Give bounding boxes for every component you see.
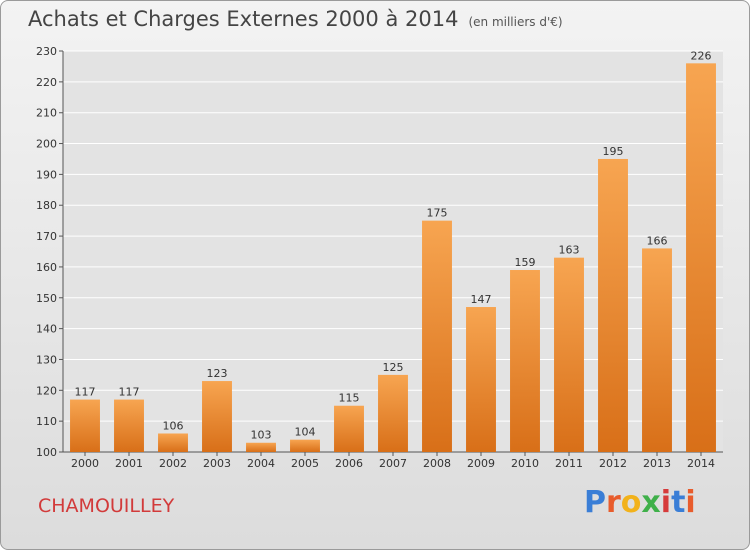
bar (642, 248, 672, 452)
data-label: 123 (207, 367, 228, 380)
y-tick-label: 190 (36, 168, 57, 181)
x-tick-label: 2000 (71, 457, 99, 470)
x-tick-label: 2009 (467, 457, 495, 470)
y-tick-label: 220 (36, 76, 57, 89)
data-label: 147 (471, 293, 492, 306)
y-tick-label: 210 (36, 107, 57, 120)
y-tick-label: 160 (36, 261, 57, 274)
x-tick-label: 2013 (643, 457, 671, 470)
x-tick-label: 2010 (511, 457, 539, 470)
x-tick-label: 2008 (423, 457, 451, 470)
data-label: 226 (691, 49, 712, 62)
chart-title-text: Achats et Charges Externes 2000 à 2014 (28, 7, 459, 31)
x-tick-label: 2006 (335, 457, 363, 470)
x-tick-label: 2011 (555, 457, 583, 470)
data-label: 115 (339, 392, 360, 405)
bar (554, 257, 584, 452)
x-tick-label: 2005 (291, 457, 319, 470)
y-tick-label: 130 (36, 353, 57, 366)
proxiti-logo: Proxiti (584, 485, 696, 520)
x-tick-label: 2003 (203, 457, 231, 470)
data-label: 106 (163, 419, 184, 432)
commune-name: CHAMOUILLEY (38, 495, 175, 517)
x-tick-label: 2001 (115, 457, 143, 470)
data-label: 117 (75, 386, 96, 399)
x-tick-label: 2012 (599, 457, 627, 470)
y-tick-label: 140 (36, 323, 57, 336)
bar (202, 381, 232, 452)
y-tick-label: 110 (36, 415, 57, 428)
data-label: 159 (515, 256, 536, 269)
data-label: 103 (251, 429, 272, 442)
y-tick-label: 100 (36, 446, 57, 459)
bar (334, 405, 364, 452)
data-label: 125 (383, 361, 404, 374)
y-tick-label: 230 (36, 45, 57, 58)
x-tick-label: 2007 (379, 457, 407, 470)
data-label: 195 (603, 145, 624, 158)
y-tick-label: 120 (36, 384, 57, 397)
bar (466, 307, 496, 452)
y-tick-label: 180 (36, 199, 57, 212)
y-tick-label: 200 (36, 138, 57, 151)
data-label: 166 (647, 234, 668, 247)
data-label: 104 (295, 426, 316, 439)
chart-unit: (en milliers d'€) (468, 15, 563, 29)
bar (686, 63, 716, 452)
bar (510, 270, 540, 452)
bar (158, 433, 188, 452)
data-label: 175 (427, 207, 448, 220)
bar (290, 439, 320, 452)
bar (422, 220, 452, 452)
x-tick-label: 2014 (687, 457, 715, 470)
chart-title: Achats et Charges Externes 2000 à 2014 (e… (28, 7, 563, 31)
y-tick-label: 170 (36, 230, 57, 243)
data-label: 163 (559, 244, 580, 257)
bar (114, 399, 144, 452)
y-tick-label: 150 (36, 292, 57, 305)
bar (598, 158, 628, 452)
bar (70, 399, 100, 452)
x-tick-label: 2002 (159, 457, 187, 470)
data-label: 117 (119, 386, 140, 399)
bar (246, 442, 276, 452)
x-tick-label: 2004 (247, 457, 275, 470)
bar (378, 374, 408, 452)
